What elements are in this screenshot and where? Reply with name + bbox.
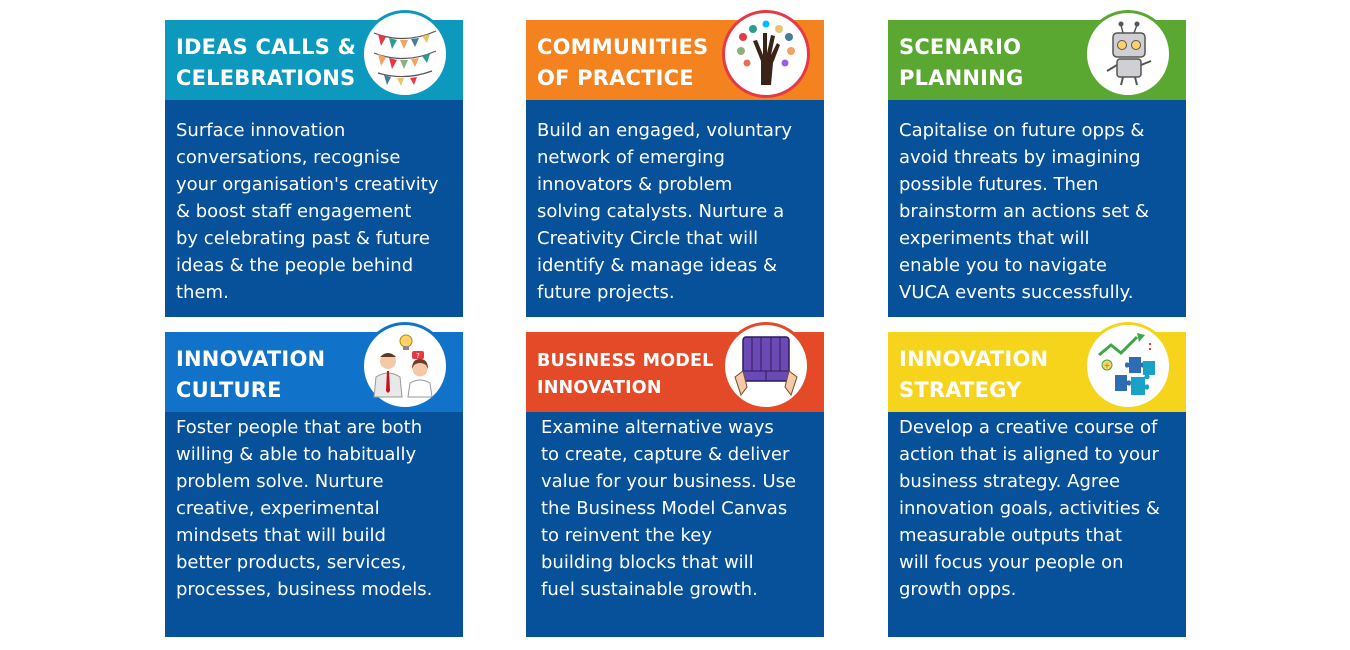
card-description: Capitalise on future opps & avoid threat… — [888, 100, 1186, 317]
svg-text:+: + — [1104, 361, 1111, 370]
people-idea-icon: ? — [361, 322, 449, 410]
card-title: INNOVATION CULTURE — [176, 347, 326, 402]
card-title: SCENARIO PLANNING — [899, 35, 1024, 90]
card-title: INNOVATION STRATEGY — [899, 347, 1049, 402]
card-title: COMMUNITIES OF PRACTICE — [537, 35, 709, 90]
card-scenario-planning: SCENARIO PLANNING Capitalise on future o… — [888, 10, 1186, 317]
card-description: Build an engaged, voluntary network of e… — [526, 100, 824, 317]
card-description: Foster people that are both willing & ab… — [165, 412, 463, 637]
card-business-model-innovation: BUSINESS MODEL INNOVATION Examine altern… — [526, 322, 824, 637]
card-description: Develop a creative course of action that… — [888, 412, 1186, 637]
business-canvas-icon — [722, 322, 810, 410]
puzzle-growth-icon: + — [1084, 322, 1172, 410]
card-description: Examine alternative ways to create, capt… — [526, 412, 824, 637]
bunting-flags-icon — [361, 10, 449, 98]
robot-icon — [1084, 10, 1172, 98]
card-description: Surface innovation conversations, recogn… — [165, 100, 463, 317]
card-innovation-culture: INNOVATION CULTURE ? Foster people that … — [165, 322, 463, 637]
raised-hands-icon — [722, 10, 810, 98]
card-title: BUSINESS MODEL INNOVATION — [537, 351, 714, 398]
card-ideas-calls-celebrations: IDEAS CALLS & CELEBRATIONS Surface innov… — [165, 10, 463, 317]
card-title: IDEAS CALLS & CELEBRATIONS — [176, 35, 357, 90]
card-communities-of-practice: COMMUNITIES OF PRACTICE Build an engaged… — [526, 10, 824, 317]
card-innovation-strategy: INNOVATION STRATEGY + Develop a creative… — [888, 322, 1186, 637]
svg-text:?: ? — [416, 352, 420, 360]
